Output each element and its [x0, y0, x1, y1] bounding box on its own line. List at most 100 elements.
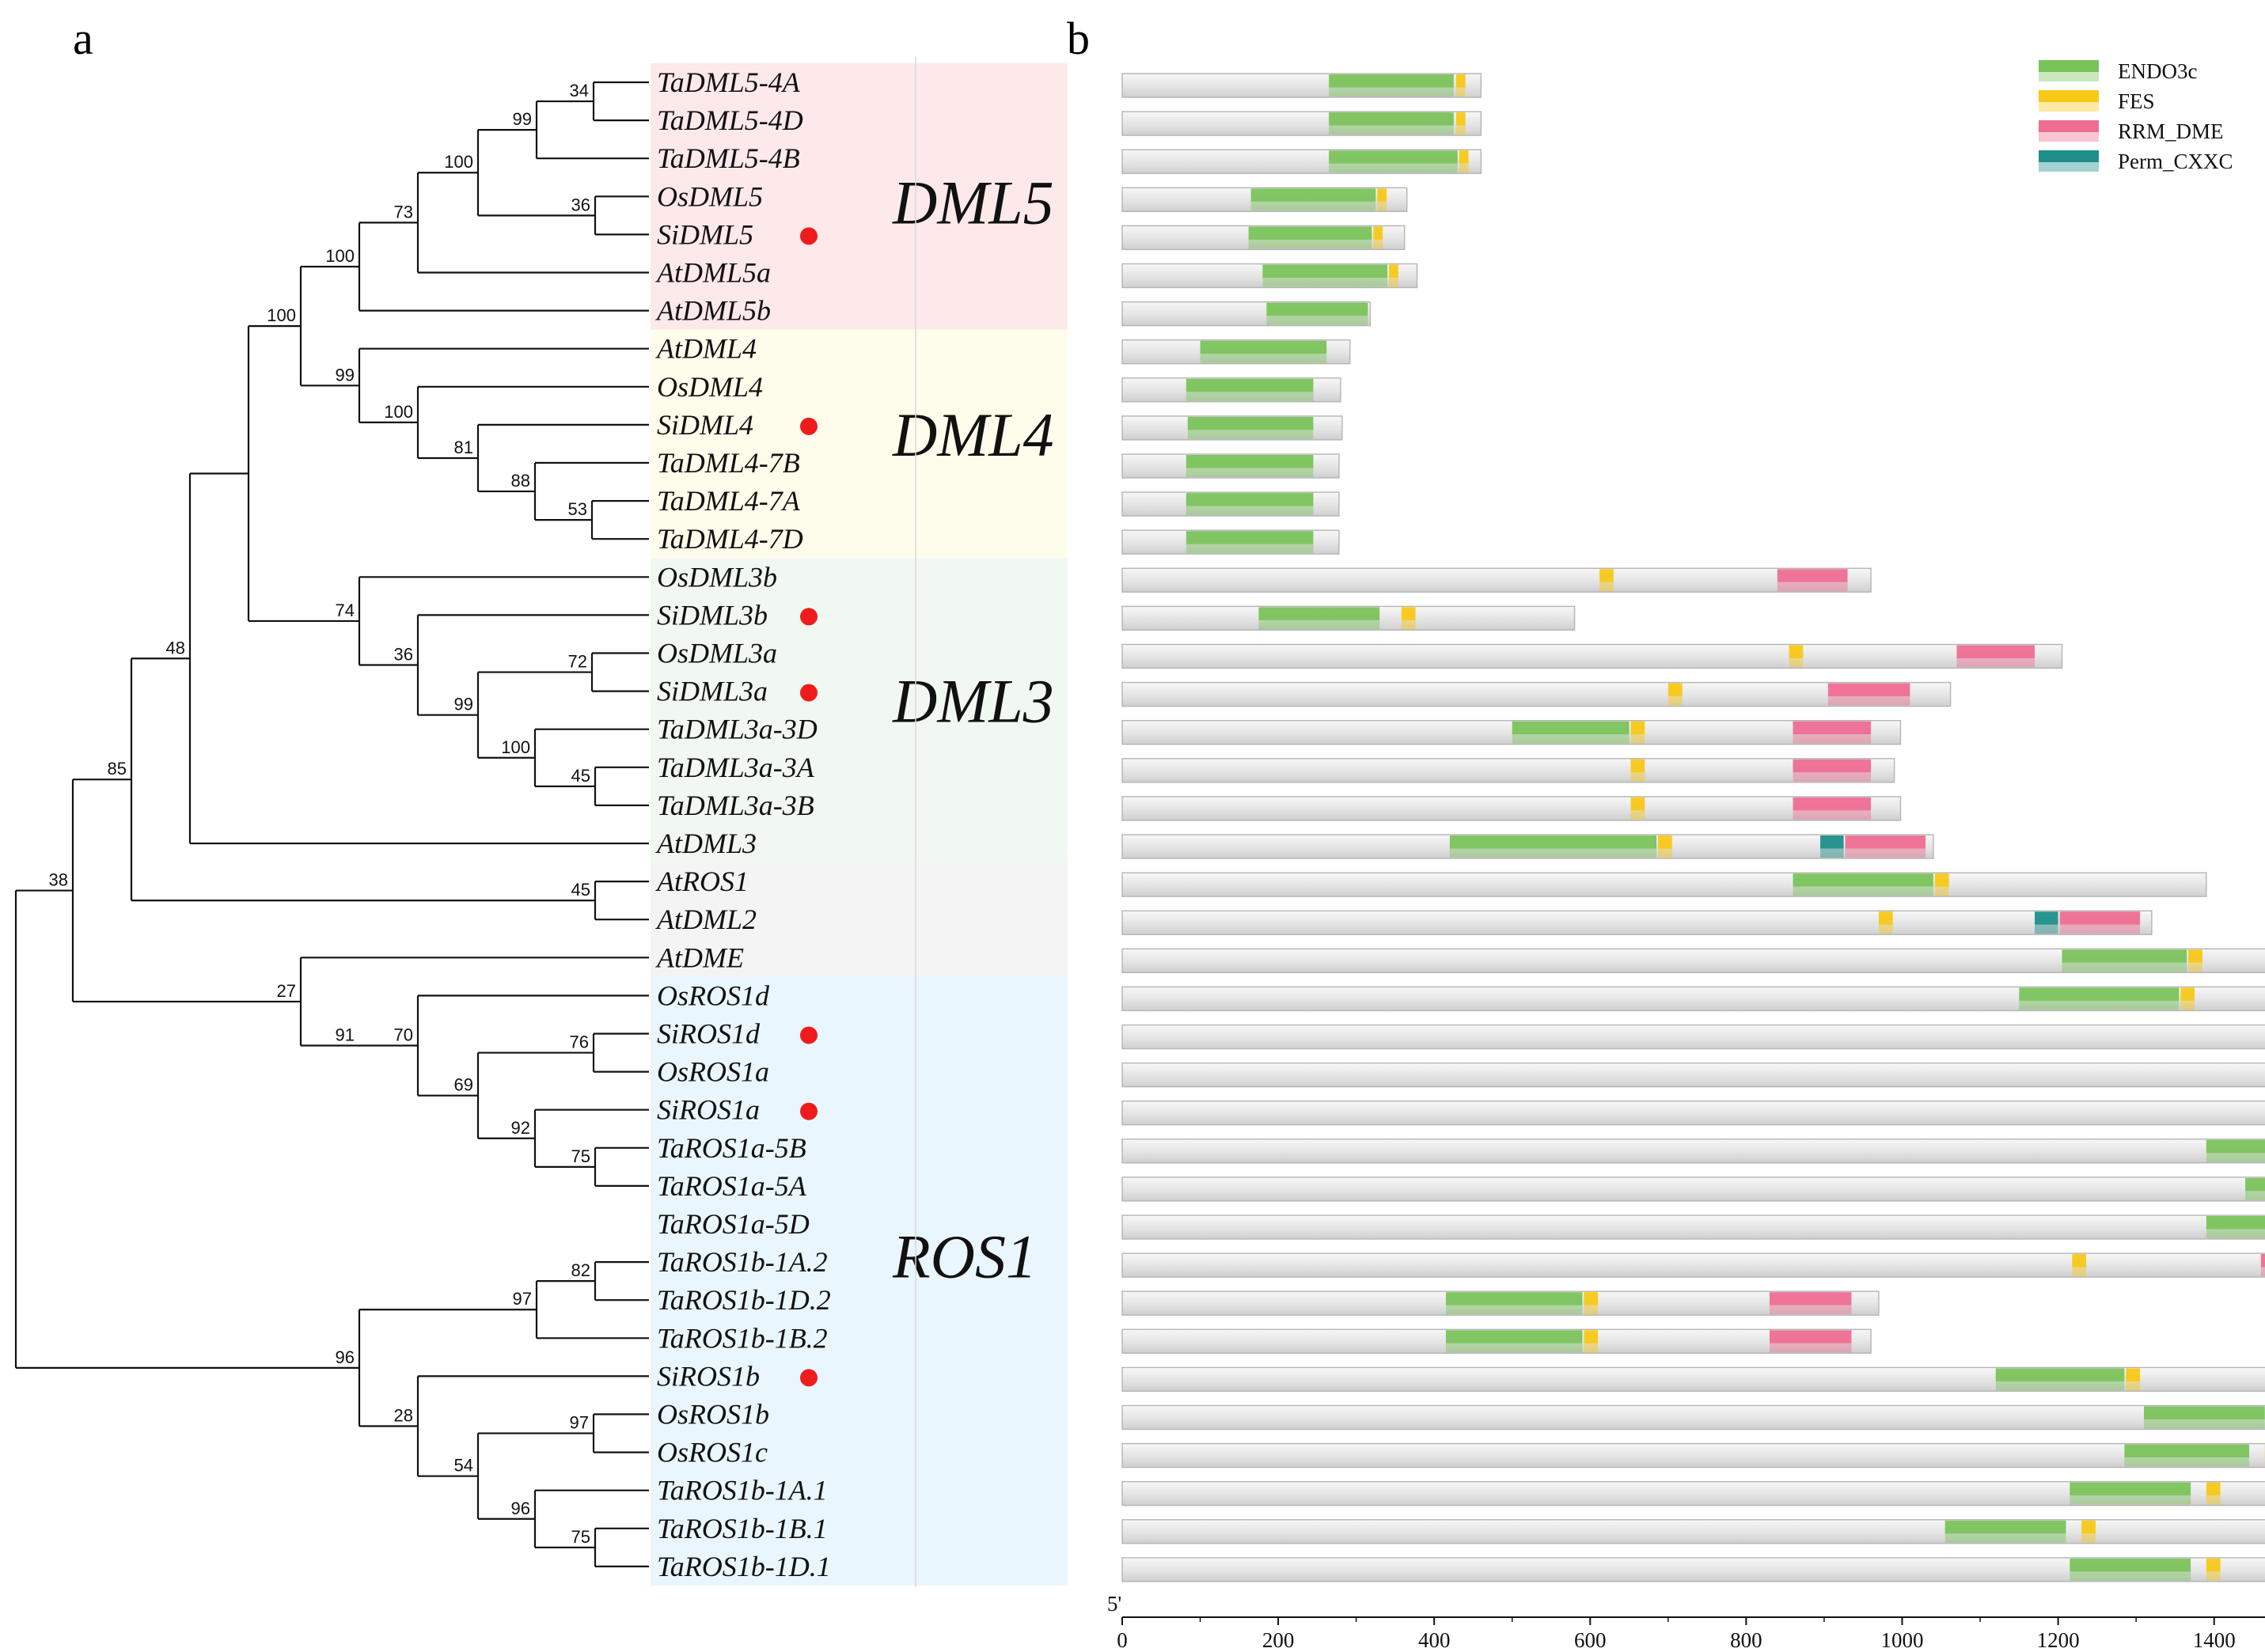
bootstrap-value: 27: [277, 981, 296, 1001]
domain-endo3c: [1329, 74, 1454, 88]
protein-bar-taros1b-1d-2: [1121, 1290, 1880, 1316]
protein-bar-tadml5-4b: [1121, 149, 1482, 174]
domain-shade: [1389, 278, 1398, 287]
gene-label-tadml3a-3d: TaDML3a-3D: [657, 714, 818, 745]
domain-fes: [1459, 150, 1469, 164]
domain-shade: [1793, 772, 1872, 782]
domain-shade: [1373, 239, 1383, 249]
length-axis: 0200400600800100012001400160018002000220…: [1107, 1592, 2265, 1652]
domain-rrm-dme: [1793, 721, 1872, 735]
protein-bar-atdml5a: [1121, 263, 1418, 289]
domain-fes: [2081, 1520, 2096, 1534]
protein-bar-tadml4-7d: [1121, 529, 1340, 555]
domain-endo3c: [1512, 721, 1630, 735]
domain-shade: [1995, 1381, 2125, 1391]
gene-label-taros1b-1a-1: TaROS1b-1A.1: [657, 1475, 828, 1506]
protein-backbone: [1121, 1214, 2265, 1240]
domain-fes: [1377, 188, 1387, 202]
gene-label-osdml3b: OsDML3b: [657, 561, 777, 593]
protein-bar-atros1: [1121, 872, 2207, 897]
domain-shade: [1258, 620, 1380, 630]
domain-shade: [1248, 239, 1372, 249]
gene-label-atdme: AtDME: [655, 942, 744, 973]
protein-bar-sidml5: [1121, 225, 1406, 251]
domain-shade: [2059, 924, 2141, 934]
gene-label-siros1a: SiROS1a: [657, 1094, 760, 1126]
protein-backbone: [1121, 1062, 2265, 1088]
axis-tick-label: 0: [1117, 1628, 1128, 1652]
protein-bar-taros1b-1a-1: [1121, 1480, 2265, 1506]
gene-label-osdml5: OsDML5: [657, 180, 763, 212]
domain-shade: [1789, 658, 1804, 668]
protein-bar-siros1a: [1121, 1100, 2265, 1126]
domain-fes: [1630, 797, 1645, 811]
gene-label-sidml3a: SiDML3a: [657, 676, 768, 707]
domain-shade: [1793, 810, 1872, 820]
domain-shade: [1186, 506, 1314, 516]
domain-endo3c: [1250, 188, 1376, 202]
domain-shade: [2019, 1000, 2180, 1010]
domain-rrm-dme: [1827, 683, 1910, 697]
axis-tick-label: 200: [1262, 1628, 1295, 1652]
protein-bar-sidml3b: [1121, 605, 1576, 631]
domain-endo3c: [1449, 835, 1657, 849]
setaria-marker-dot: [800, 1026, 818, 1044]
domain-shade: [2035, 924, 2058, 934]
domain-rrm-dme: [1956, 645, 2035, 658]
protein-backbone: [1121, 1139, 2265, 1164]
domain-shade: [1793, 734, 1872, 744]
domain-endo3c: [1445, 1330, 1583, 1343]
domain-endo3c: [2245, 1177, 2265, 1192]
domain-rrm-dme: [1793, 759, 1872, 773]
legend-swatch-shade: [2039, 102, 2099, 112]
domain-rrm-dme: [1777, 569, 1848, 582]
bootstrap-value: 76: [570, 1032, 589, 1052]
protein-backbone: [1121, 567, 1872, 593]
domain-endo3c: [2206, 1139, 2265, 1154]
domain-fes: [2126, 1368, 2141, 1381]
domain-rrm-dme: [1769, 1330, 1852, 1343]
protein-bar-taros1a-5d: [1121, 1214, 2265, 1240]
domain-endo3c: [1944, 1520, 2066, 1534]
domain-shade: [1329, 87, 1454, 97]
clade-box-0: [651, 63, 1068, 330]
domain-shade: [2070, 1571, 2191, 1581]
bootstrap-value: 48: [166, 638, 185, 657]
protein-bar-taros1b-1b-2: [1121, 1328, 1872, 1355]
domain-rrm-dme: [1845, 835, 1926, 849]
bootstrap-value: 69: [454, 1075, 473, 1095]
domain-fes: [1584, 1330, 1599, 1343]
domain-fes: [2188, 949, 2202, 963]
clade-box-2: [651, 558, 1068, 863]
protein-backbone: [1121, 758, 1895, 783]
domain-endo3c: [1186, 455, 1314, 468]
protein-bar-tadml4-7a: [1121, 491, 1340, 517]
domain-shade: [1630, 734, 1645, 744]
domain-perm-cxxc: [2035, 911, 2058, 925]
protein-backbone: [1121, 681, 1952, 707]
protein-backbone: [1121, 720, 1902, 745]
domain-shade: [2144, 1419, 2265, 1429]
panel-a-label: a: [73, 13, 93, 64]
domain-endo3c: [1329, 112, 1454, 126]
gene-label-tadml5-4d: TaDML5-4D: [657, 104, 803, 136]
bootstrap-value: 45: [571, 766, 590, 786]
domain-shade: [1584, 1305, 1599, 1315]
clade-label-dml3: DML3: [892, 666, 1054, 735]
legend-swatch-perm-cxxc: [2039, 150, 2099, 162]
domain-shade: [1845, 848, 1926, 858]
bootstrap-value: 54: [454, 1456, 473, 1476]
domain-architecture-panel: [1121, 73, 2265, 1582]
clade-box-1: [651, 329, 1068, 559]
gene-label-tadml4-7b: TaDML4-7B: [657, 447, 800, 479]
bootstrap-value: 99: [454, 695, 473, 714]
gene-label-atdml2: AtDML2: [655, 904, 757, 935]
protein-bar-tadml3a-3b: [1121, 796, 1902, 821]
setaria-marker-dot: [800, 608, 818, 626]
domain-endo3c: [1329, 150, 1458, 164]
protein-bar-atdml4: [1121, 339, 1351, 365]
domain-fes: [2180, 987, 2195, 1001]
domain-shade: [2206, 1571, 2221, 1581]
domain-fes: [1789, 645, 1804, 658]
